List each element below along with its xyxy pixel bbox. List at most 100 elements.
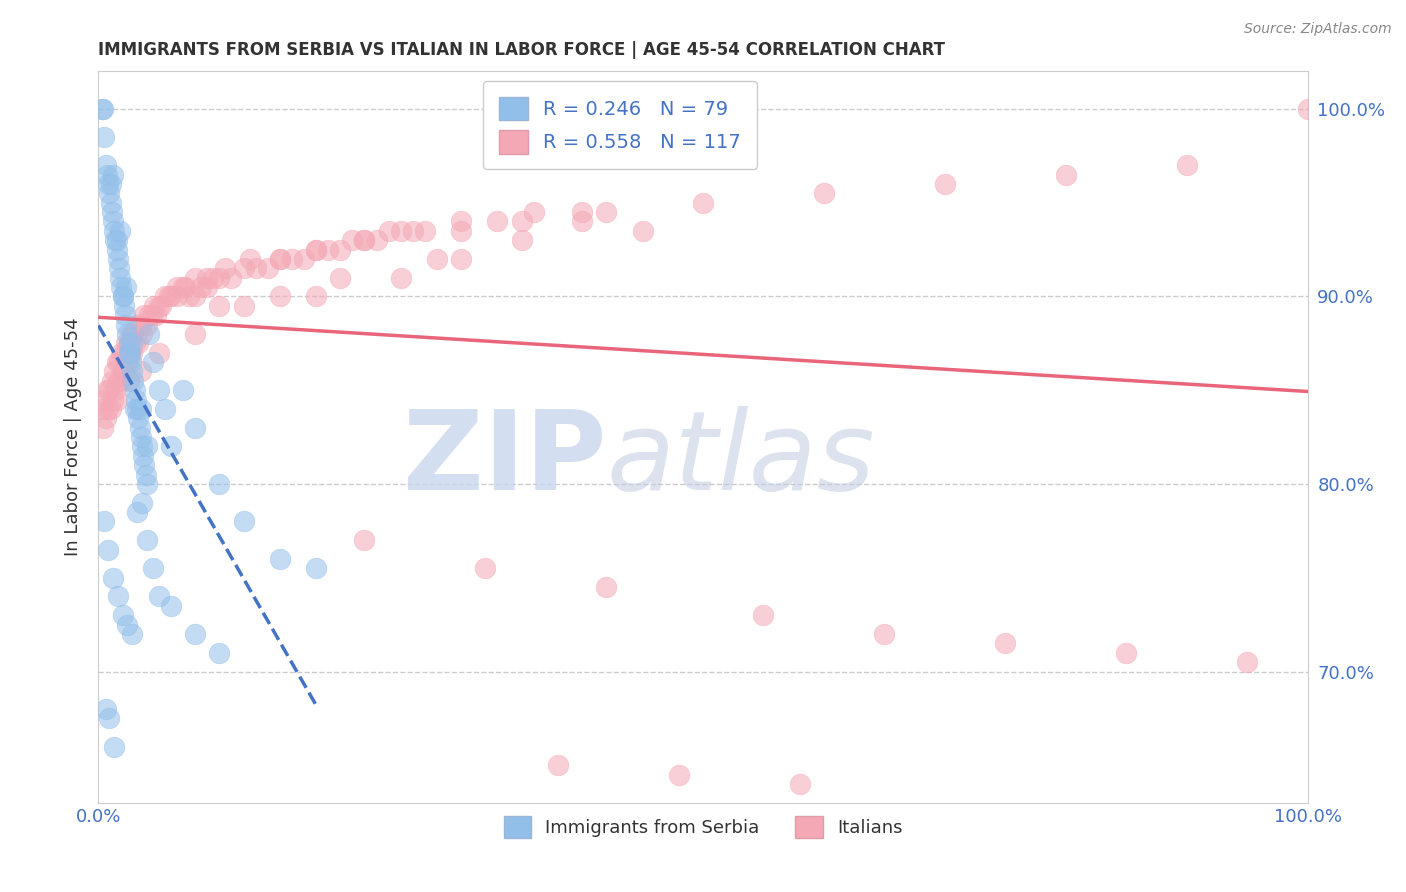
Point	[208, 477, 231, 491]
Point	[353, 233, 375, 247]
Point	[190, 280, 212, 294]
Point	[157, 289, 180, 303]
Point	[145, 308, 167, 322]
Point	[873, 627, 896, 641]
Point	[172, 383, 194, 397]
Point	[129, 364, 152, 378]
Point	[100, 374, 122, 388]
Point	[129, 430, 152, 444]
Point	[104, 233, 127, 247]
Point	[100, 205, 122, 219]
Point	[150, 299, 173, 313]
Point	[305, 289, 328, 303]
Point	[117, 355, 139, 369]
Point	[125, 392, 148, 407]
Point	[120, 355, 142, 369]
Point	[305, 243, 328, 257]
Legend: Immigrants from Serbia, Italians: Immigrants from Serbia, Italians	[496, 808, 910, 845]
Text: atlas: atlas	[606, 406, 875, 513]
Point	[135, 318, 157, 332]
Point	[232, 261, 254, 276]
Point	[329, 270, 352, 285]
Point	[118, 374, 141, 388]
Point	[114, 308, 136, 322]
Point	[121, 627, 143, 641]
Point	[208, 299, 231, 313]
Point	[179, 289, 201, 303]
Point	[402, 224, 425, 238]
Point	[128, 420, 150, 434]
Point	[97, 177, 120, 191]
Point	[135, 467, 157, 482]
Point	[195, 270, 218, 285]
Point	[124, 383, 146, 397]
Point	[108, 374, 131, 388]
Point	[127, 411, 149, 425]
Point	[121, 336, 143, 351]
Point	[174, 280, 197, 294]
Point	[100, 177, 122, 191]
Point	[1115, 646, 1137, 660]
Point	[105, 392, 128, 407]
Point	[305, 243, 328, 257]
Point	[789, 777, 811, 791]
Point	[131, 326, 153, 341]
Point	[269, 252, 291, 266]
Point	[148, 383, 170, 397]
Point	[413, 224, 436, 238]
Point	[214, 261, 236, 276]
Point	[107, 252, 129, 266]
Point	[245, 261, 267, 276]
Point	[184, 326, 207, 341]
Point	[93, 392, 115, 407]
Point	[148, 590, 170, 604]
Point	[269, 552, 291, 566]
Point	[132, 449, 155, 463]
Point	[1236, 655, 1258, 669]
Point	[138, 308, 160, 322]
Point	[329, 243, 352, 257]
Point	[202, 270, 225, 285]
Point	[100, 195, 122, 210]
Point	[118, 345, 141, 359]
Point	[160, 599, 183, 613]
Point	[117, 326, 139, 341]
Point	[1175, 158, 1198, 172]
Point	[115, 318, 138, 332]
Point	[1054, 168, 1077, 182]
Point	[103, 364, 125, 378]
Point	[122, 326, 145, 341]
Point	[96, 168, 118, 182]
Point	[135, 477, 157, 491]
Point	[281, 252, 304, 266]
Point	[118, 336, 141, 351]
Point	[111, 289, 134, 303]
Point	[208, 646, 231, 660]
Point	[366, 233, 388, 247]
Point	[813, 186, 835, 201]
Point	[547, 758, 569, 772]
Point	[111, 608, 134, 623]
Point	[239, 252, 262, 266]
Point	[97, 401, 120, 416]
Point	[142, 561, 165, 575]
Point	[110, 280, 132, 294]
Point	[91, 102, 114, 116]
Point	[129, 318, 152, 332]
Point	[571, 205, 593, 219]
Point	[107, 374, 129, 388]
Point	[221, 270, 243, 285]
Point	[107, 590, 129, 604]
Point	[143, 299, 166, 313]
Point	[114, 364, 136, 378]
Point	[153, 289, 176, 303]
Point	[93, 515, 115, 529]
Point	[127, 336, 149, 351]
Point	[994, 636, 1017, 650]
Point	[115, 336, 138, 351]
Point	[118, 345, 141, 359]
Point	[110, 345, 132, 359]
Point	[148, 299, 170, 313]
Point	[160, 289, 183, 303]
Point	[115, 280, 138, 294]
